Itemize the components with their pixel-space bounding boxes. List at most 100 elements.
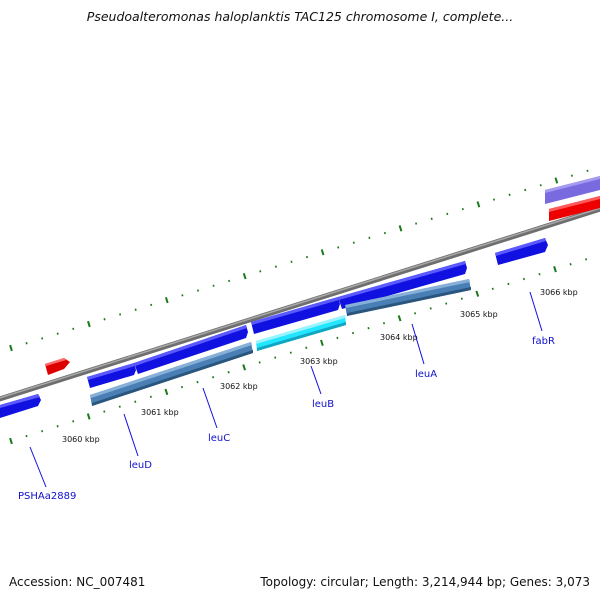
chromosome-backbone: [0, 206, 600, 402]
tick-upper-minor: [586, 169, 589, 173]
tick-upper-minor: [25, 342, 28, 345]
tick-upper-minor: [570, 174, 573, 177]
tick-lower-minor: [429, 307, 432, 310]
tick-upper-minor: [290, 260, 293, 264]
cds-bar-leua[interactable]: [345, 279, 471, 316]
tick-lower-minor: [522, 277, 525, 281]
tick-upper-minor: [539, 184, 542, 187]
scale-label-3065: 3065 kbp: [460, 310, 498, 319]
tick-lower-minor: [351, 331, 355, 335]
tick-upper-minor: [274, 265, 277, 268]
tick-lower-minor: [103, 410, 106, 413]
tick-lower-minor: [274, 356, 277, 359]
tick-lower-major: [242, 364, 247, 371]
tick-lower-minor: [25, 434, 28, 438]
tick-lower-minor: [289, 351, 292, 354]
tick-lower-minor: [118, 405, 121, 408]
tick-marks-lower: [9, 258, 588, 445]
gene-label-leuc[interactable]: leuC: [208, 433, 230, 444]
scale-label-3066: 3066 kbp: [540, 288, 578, 297]
tick-lower-major: [86, 413, 91, 420]
tick-upper-minor: [72, 327, 75, 331]
gene-label-leud[interactable]: leuD: [129, 460, 152, 471]
chromosome-backbone-highlight: [0, 207, 600, 399]
leader-leud: [123, 413, 139, 457]
tick-lower-minor: [507, 282, 510, 286]
tick-upper-minor: [524, 188, 527, 192]
gene-arrow-leua[interactable]: [338, 261, 467, 309]
tick-upper-major: [476, 201, 481, 208]
gene-arrow-leub[interactable]: [251, 297, 340, 334]
leader-fabr: [529, 291, 543, 332]
tick-upper-minor: [41, 337, 44, 340]
tick-lower-major: [553, 266, 557, 273]
tick-lower-major: [9, 437, 13, 445]
tick-upper-minor: [383, 231, 386, 235]
gene-arrow-leuc[interactable]: [134, 325, 248, 374]
tick-lower-minor: [538, 272, 541, 276]
gene-arrow-fabr[interactable]: [495, 238, 548, 265]
scale-label-3064: 3064 kbp: [380, 333, 418, 342]
topology-text: Topology: circular; Length: 3,214,944 bp…: [260, 575, 590, 589]
tick-lower-major: [475, 290, 480, 297]
tick-lower-minor: [180, 385, 184, 389]
tick-upper-minor: [150, 303, 153, 307]
tick-upper-minor: [492, 198, 496, 201]
tick-lower-minor: [336, 336, 339, 340]
tick-upper-minor: [337, 246, 340, 249]
tick-upper-minor: [368, 236, 371, 240]
tick-lower-minor: [212, 375, 215, 379]
tick-upper-major: [398, 225, 403, 232]
tick-lower-minor: [367, 326, 370, 330]
tick-upper-minor: [196, 289, 200, 292]
feature-purple[interactable]: [545, 176, 600, 204]
tick-lower-minor: [258, 361, 261, 364]
gene-arrow-leud[interactable]: [87, 363, 136, 388]
tick-upper-minor: [305, 255, 309, 259]
tick-lower-minor: [134, 400, 137, 403]
gene-label-pshaa2889[interactable]: PSHAa2889: [18, 491, 76, 502]
tick-upper-minor: [119, 313, 122, 316]
tick-upper-minor: [461, 207, 464, 211]
gene-label-fabr[interactable]: fabR: [532, 336, 555, 347]
tick-lower-minor: [445, 302, 448, 305]
leader-pshaa2889: [29, 446, 47, 488]
tick-lower-minor: [491, 287, 494, 291]
tick-lower-minor: [585, 258, 588, 261]
tick-lower-minor: [41, 429, 44, 433]
map-title: Pseudoalteromonas haloplanktis TAC125 ch…: [86, 9, 514, 24]
tick-upper-minor: [134, 308, 137, 311]
cds-bar-leud-leuc[interactable]: [90, 342, 253, 406]
tick-marks-upper: [9, 169, 589, 352]
tick-lower-minor: [196, 380, 199, 384]
tick-upper-minor: [259, 270, 262, 273]
tick-upper-major: [320, 249, 325, 256]
gene-label-leub[interactable]: leuB: [312, 399, 334, 410]
tick-upper-major: [164, 296, 169, 304]
tick-lower-minor: [382, 321, 386, 325]
tick-upper-minor: [352, 241, 355, 244]
scale-label-3063: 3063 kbp: [300, 357, 338, 366]
cds-bar-leub[interactable]: [256, 315, 346, 351]
tick-upper-minor: [181, 294, 184, 297]
feature-red-upper[interactable]: [549, 196, 600, 221]
tick-upper-major: [9, 344, 13, 352]
gene-arrow-pshaa2889[interactable]: [0, 394, 41, 418]
tick-lower-minor: [149, 395, 152, 399]
gene-label-leua[interactable]: leuA: [415, 369, 437, 380]
tick-upper-minor: [228, 279, 231, 283]
tick-lower-minor: [56, 425, 59, 428]
tick-lower-major: [320, 339, 324, 347]
accession-text: Accession: NC_007481: [9, 575, 146, 589]
tick-upper-minor: [508, 193, 511, 196]
tick-upper-minor: [103, 318, 106, 321]
tick-lower-minor: [72, 420, 75, 423]
tick-lower-minor: [414, 312, 417, 315]
leader-leub: [310, 365, 322, 395]
gene-arrow-red-left[interactable]: [45, 358, 70, 375]
scale-label-3062: 3062 kbp: [220, 382, 258, 391]
tick-lower-minor: [460, 297, 463, 300]
tick-upper-minor: [212, 284, 215, 287]
